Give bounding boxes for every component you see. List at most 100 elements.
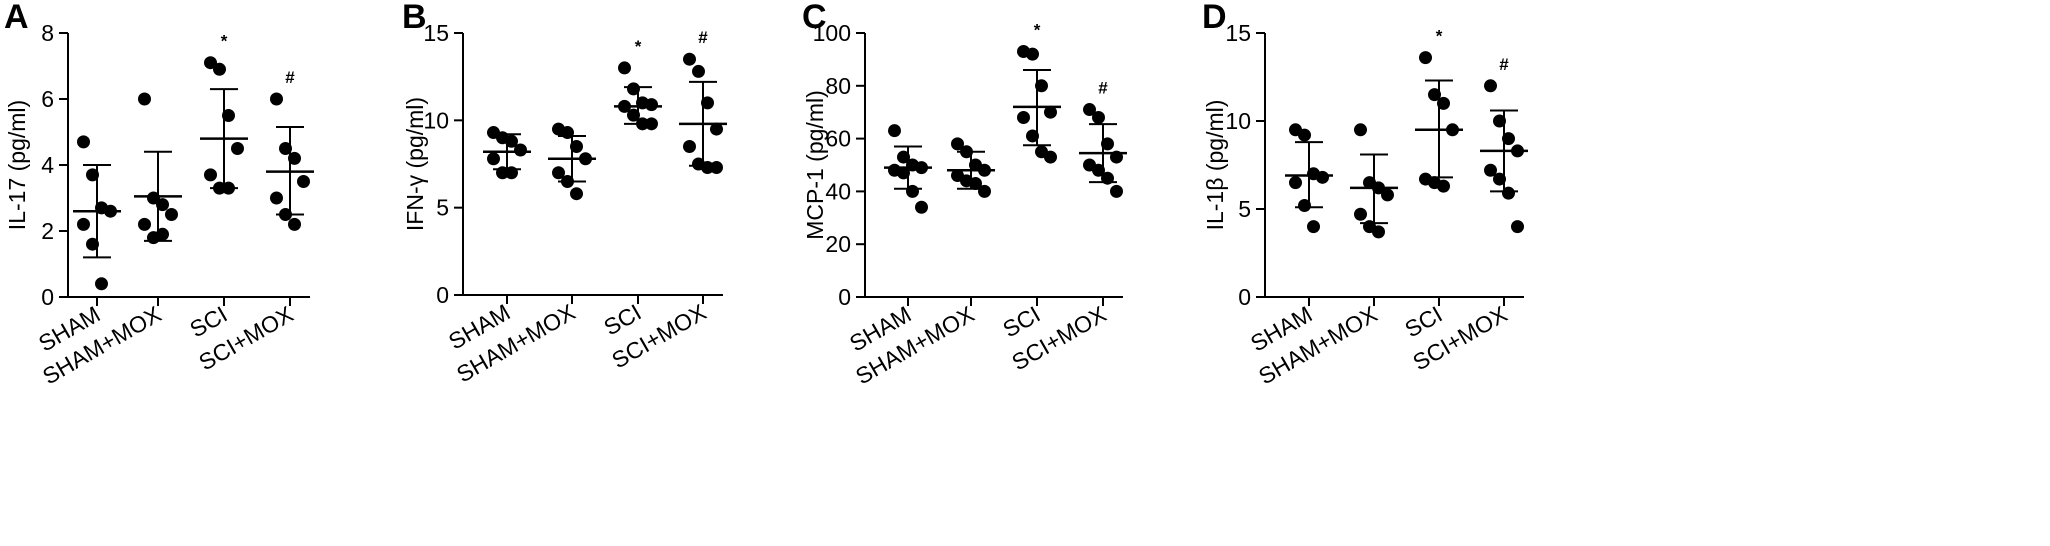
y-axis-label: IL-17 (pg/ml) bbox=[4, 100, 30, 230]
data-point bbox=[1354, 123, 1367, 137]
data-point bbox=[270, 191, 283, 205]
data-point bbox=[138, 92, 151, 106]
data-point bbox=[1437, 179, 1450, 193]
group-sham-mox bbox=[548, 122, 596, 201]
significance-marker: # bbox=[1499, 55, 1509, 74]
group-sham bbox=[1285, 123, 1333, 234]
panel-letter: D bbox=[1202, 0, 1227, 36]
data-point bbox=[288, 217, 301, 231]
y-tick-label: 100 bbox=[813, 20, 851, 46]
significance-marker: # bbox=[698, 28, 708, 47]
data-point bbox=[505, 134, 518, 148]
data-point bbox=[204, 168, 217, 182]
y-tick-label: 15 bbox=[423, 20, 449, 46]
group-sci-mox: # bbox=[266, 68, 314, 231]
group-sci-mox: # bbox=[1079, 79, 1127, 198]
data-point bbox=[138, 217, 151, 231]
data-point bbox=[1428, 88, 1441, 102]
data-point bbox=[1381, 188, 1394, 202]
y-tick-label: 2 bbox=[41, 218, 54, 244]
data-point bbox=[1026, 129, 1039, 143]
y-tick-label: 60 bbox=[825, 126, 851, 152]
y-tick-label: 80 bbox=[825, 73, 851, 99]
data-point bbox=[1493, 114, 1506, 128]
group-sham bbox=[483, 126, 531, 180]
data-point bbox=[1316, 170, 1329, 184]
data-point bbox=[692, 64, 705, 78]
y-tick-label: 6 bbox=[41, 86, 54, 112]
data-point bbox=[213, 62, 226, 76]
data-point bbox=[86, 237, 99, 251]
data-point bbox=[222, 109, 235, 122]
group-sci: * bbox=[1415, 27, 1463, 193]
y-tick-label: 10 bbox=[1225, 108, 1251, 134]
data-point bbox=[701, 160, 714, 174]
data-point bbox=[1484, 79, 1497, 93]
data-point bbox=[701, 96, 714, 110]
data-point bbox=[710, 160, 723, 174]
data-point bbox=[1493, 172, 1506, 186]
data-point bbox=[978, 184, 991, 198]
significance-marker: # bbox=[285, 68, 295, 87]
data-point bbox=[683, 52, 696, 66]
data-point bbox=[1092, 110, 1105, 124]
y-tick-label: 0 bbox=[838, 284, 851, 310]
y-tick-label: 0 bbox=[436, 282, 449, 308]
data-point bbox=[1437, 96, 1450, 110]
y-tick-label: 4 bbox=[41, 152, 54, 178]
data-point bbox=[1035, 79, 1048, 93]
data-point bbox=[147, 191, 160, 205]
data-point bbox=[618, 61, 631, 75]
significance-marker: * bbox=[635, 37, 642, 56]
data-point bbox=[156, 227, 169, 241]
data-point bbox=[1298, 198, 1311, 212]
y-tick-label: 10 bbox=[423, 107, 449, 133]
data-point bbox=[1484, 163, 1497, 177]
data-point bbox=[897, 166, 910, 180]
data-point bbox=[1502, 132, 1515, 146]
group-sham-mox bbox=[134, 92, 182, 245]
data-point bbox=[156, 198, 169, 212]
group-sham-mox bbox=[1350, 123, 1398, 239]
significance-marker: * bbox=[221, 32, 228, 51]
data-point bbox=[231, 142, 244, 155]
y-axis-label: IL-1β (pg/ml) bbox=[1202, 100, 1228, 231]
group-sci-mox: # bbox=[1480, 55, 1528, 234]
panel-letter: A bbox=[4, 0, 29, 36]
group-sham bbox=[73, 135, 121, 291]
panel-letter: C bbox=[802, 0, 827, 36]
data-point bbox=[270, 92, 283, 106]
y-tick-label: 0 bbox=[41, 284, 54, 310]
group-sci: * bbox=[614, 37, 662, 131]
data-point bbox=[888, 124, 901, 138]
data-point bbox=[1298, 128, 1311, 142]
data-point bbox=[297, 175, 310, 188]
data-point bbox=[1354, 207, 1367, 221]
data-point bbox=[1511, 220, 1524, 234]
data-point bbox=[627, 108, 640, 122]
group-sci-mox: # bbox=[679, 28, 727, 174]
data-point bbox=[570, 187, 583, 201]
data-point bbox=[1017, 110, 1030, 124]
data-point bbox=[969, 176, 982, 190]
data-point bbox=[165, 208, 178, 221]
data-point bbox=[627, 82, 640, 96]
significance-marker: * bbox=[1436, 27, 1443, 46]
data-point bbox=[1026, 47, 1039, 61]
significance-marker: * bbox=[1034, 20, 1041, 39]
data-point bbox=[77, 135, 90, 149]
data-point bbox=[1307, 220, 1320, 234]
data-point bbox=[514, 143, 527, 157]
panel-letter: B bbox=[402, 0, 427, 36]
data-point bbox=[570, 140, 583, 154]
data-point bbox=[77, 217, 90, 231]
data-point bbox=[1502, 186, 1515, 200]
y-tick-label: 8 bbox=[41, 20, 54, 46]
group-sham-mox bbox=[947, 137, 995, 198]
data-point bbox=[1372, 225, 1385, 239]
data-point bbox=[204, 56, 217, 70]
